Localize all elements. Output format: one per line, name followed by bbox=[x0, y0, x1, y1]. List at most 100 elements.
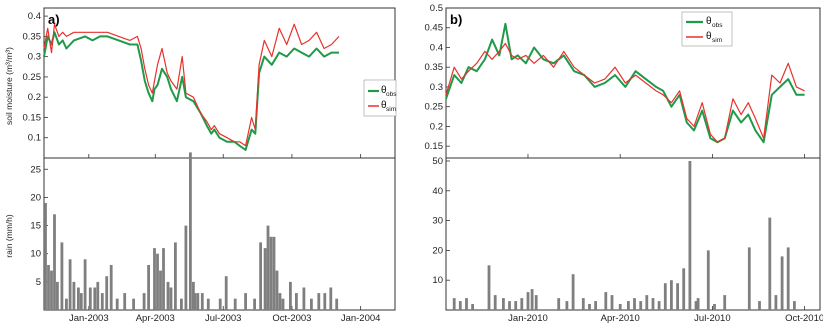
x-tick-label: Jul-2010 bbox=[694, 313, 730, 324]
rain-bar bbox=[723, 295, 727, 310]
y-tick-label: 0.15 bbox=[23, 112, 42, 123]
x-tick-label: Oct-2003 bbox=[272, 313, 311, 324]
y-tick-label: 0.5 bbox=[430, 3, 443, 14]
rain-bar bbox=[502, 298, 505, 310]
panel-b-label: b) bbox=[450, 12, 462, 27]
rain-bar bbox=[793, 301, 796, 310]
legend-obs-sub: obs bbox=[712, 22, 723, 29]
rain-bar bbox=[526, 292, 530, 310]
rain-bar bbox=[281, 298, 285, 310]
rain-bar bbox=[706, 250, 710, 310]
rain-bar bbox=[193, 293, 197, 310]
rain-bar bbox=[458, 301, 462, 310]
rain-bar bbox=[44, 203, 47, 310]
legend-box bbox=[681, 11, 733, 47]
legend-obs-sub: obs bbox=[386, 91, 397, 98]
rain-bar bbox=[774, 295, 778, 310]
rain-bar bbox=[83, 259, 87, 310]
rain-bar bbox=[142, 293, 146, 310]
y-tick-label: 10 bbox=[30, 249, 41, 260]
x-tick-label: Jan-2010 bbox=[508, 313, 548, 324]
rain-bar bbox=[162, 248, 165, 310]
series-sim-line bbox=[445, 42, 805, 143]
rain-bar bbox=[310, 298, 313, 310]
rain-bar bbox=[713, 304, 716, 310]
x-tick-label: Apr-2003 bbox=[136, 313, 175, 324]
y-tick-label: 25 bbox=[30, 164, 41, 175]
y-tick-label: 10 bbox=[432, 275, 443, 286]
rain-bar bbox=[233, 298, 237, 310]
legend-obs-symbol: θ bbox=[381, 85, 387, 96]
y-tick-label: 20 bbox=[30, 192, 41, 203]
rain-bar bbox=[206, 298, 210, 310]
panel-a-bottom-ylabel: rain (mm/h) bbox=[4, 214, 14, 258]
panel-b-bottom-frame bbox=[445, 157, 821, 311]
rain-bar bbox=[105, 276, 109, 310]
rain-bar bbox=[335, 298, 339, 310]
rain-bar bbox=[96, 281, 100, 310]
rain-bar bbox=[100, 293, 104, 310]
rain-bar bbox=[604, 292, 608, 310]
rain-bar bbox=[259, 242, 262, 310]
y-tick-label: 0.45 bbox=[425, 23, 444, 34]
rain-bar bbox=[200, 293, 204, 310]
rain-bar bbox=[780, 256, 784, 310]
rain-bar bbox=[639, 301, 643, 310]
rain-bar bbox=[508, 301, 511, 310]
panel-b-legend: θ obs θ sim bbox=[681, 11, 733, 47]
rain-bar bbox=[272, 236, 276, 310]
rain-bar bbox=[627, 301, 630, 310]
x-tick-label: Oct-2010 bbox=[785, 313, 823, 324]
legend-sim-symbol: θ bbox=[706, 31, 712, 42]
rain-bar bbox=[682, 268, 686, 310]
rain-bar bbox=[758, 301, 761, 310]
rain-bar bbox=[657, 301, 661, 310]
rain-bar bbox=[68, 259, 72, 310]
rain-bar bbox=[317, 293, 321, 310]
rain-bar bbox=[50, 270, 53, 310]
rain-bar bbox=[557, 298, 561, 310]
rain-bar bbox=[534, 295, 538, 310]
rain-bar bbox=[166, 281, 170, 310]
panel-a-label: a) bbox=[48, 12, 60, 27]
rain-bar bbox=[156, 253, 159, 310]
rain-bar bbox=[72, 281, 76, 310]
rain-bar bbox=[244, 293, 247, 310]
rain-bar bbox=[618, 304, 622, 310]
y-tick-label: 0.3 bbox=[430, 82, 443, 93]
x-tick-label: Jan-2004 bbox=[341, 313, 381, 324]
rain-bar bbox=[147, 265, 150, 310]
legend-obs-symbol: θ bbox=[706, 16, 712, 27]
rain-bar bbox=[588, 304, 591, 310]
rain-bar bbox=[295, 293, 298, 310]
rain-bar bbox=[184, 225, 188, 310]
rain-bar bbox=[153, 248, 156, 310]
rain-bar bbox=[79, 293, 83, 310]
rain-bar bbox=[670, 280, 673, 310]
rain-bar bbox=[786, 247, 790, 310]
y-tick-label: 30 bbox=[432, 216, 443, 227]
y-tick-label: 0.1 bbox=[28, 133, 41, 144]
rain-bar bbox=[192, 281, 195, 310]
rain-bar bbox=[530, 289, 534, 310]
y-tick-label: 0.3 bbox=[28, 52, 41, 63]
rain-bar bbox=[452, 298, 456, 310]
rain-bar bbox=[493, 295, 497, 310]
rain-bar bbox=[688, 161, 692, 310]
rain-bar bbox=[594, 301, 597, 310]
y-tick-label: 0.2 bbox=[28, 92, 41, 103]
rain-bar bbox=[169, 287, 173, 310]
rain-bar bbox=[768, 217, 772, 310]
rain-bar bbox=[565, 301, 569, 310]
rain-bar bbox=[269, 236, 273, 310]
y-tick-label: 0.35 bbox=[425, 62, 444, 73]
y-tick-label: 0.15 bbox=[425, 141, 444, 152]
rain-bar bbox=[159, 270, 162, 310]
rain-bar bbox=[323, 293, 327, 310]
panel-a-legend: θ obs θ sim bbox=[363, 79, 397, 117]
y-tick-label: 50 bbox=[432, 156, 443, 167]
y-tick-label: 0.2 bbox=[430, 121, 443, 132]
rain-bar bbox=[487, 265, 491, 310]
y-tick-label: 0.35 bbox=[23, 31, 42, 42]
